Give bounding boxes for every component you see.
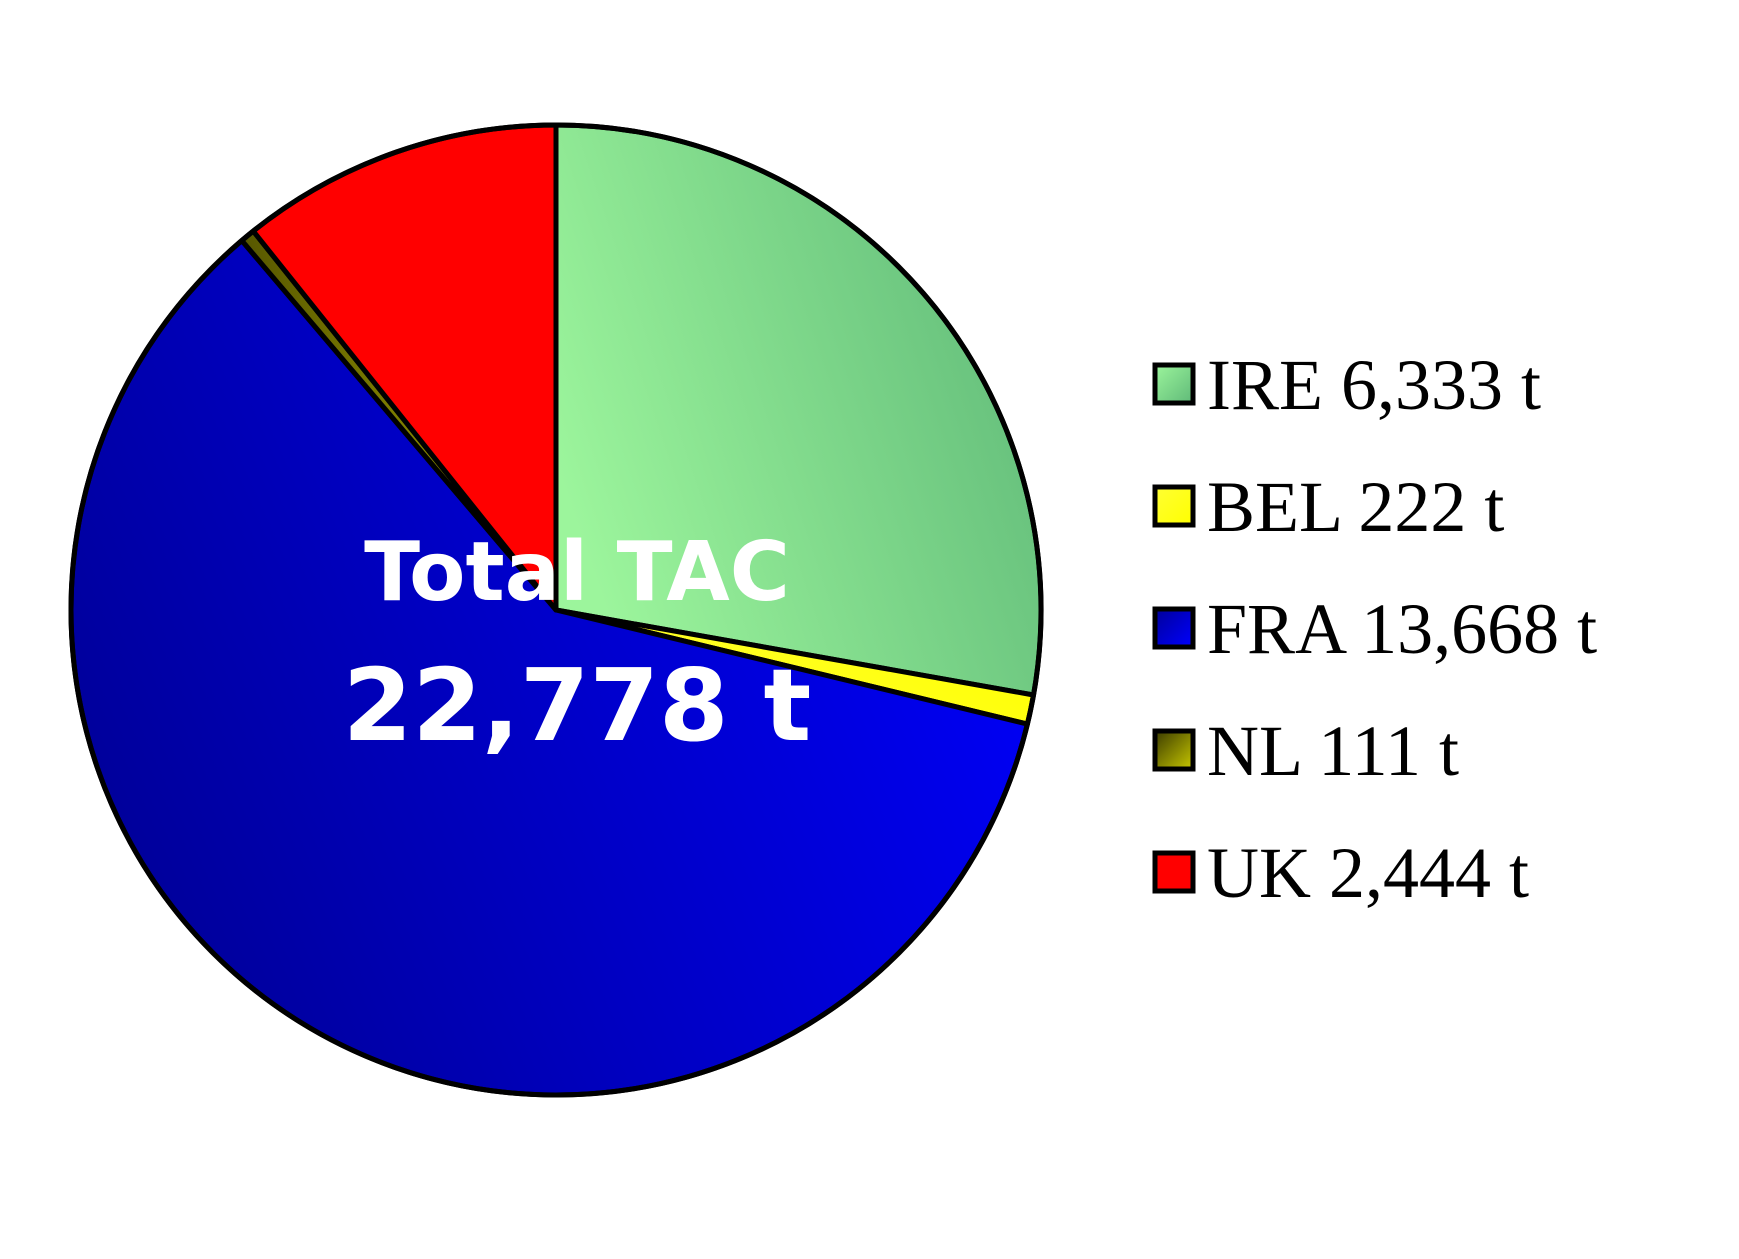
- legend-swatch-ire: [1152, 362, 1196, 406]
- legend-label-bel: BEL 222 t: [1207, 467, 1504, 547]
- pie-slices: [68, 122, 1044, 1098]
- pie-outline: [68, 122, 1044, 1098]
- legend-label-uk: UK 2,444 t: [1207, 833, 1529, 913]
- legend: IRE 6,333 t BEL 222 t FRA 13,668 t NL 111 t…: [1152, 345, 1597, 913]
- legend-swatch-uk: [1152, 850, 1196, 894]
- legend-swatch-fra: [1152, 606, 1196, 650]
- legend-label-fra: FRA 13,668 t: [1207, 589, 1597, 669]
- legend-label-ire: IRE 6,333 t: [1207, 345, 1541, 425]
- center-label-title: Total TAC: [364, 525, 790, 620]
- center-label-total: 22,778 t: [343, 647, 812, 764]
- legend-swatch-bel: [1152, 484, 1196, 528]
- legend-label-nl: NL 111 t: [1207, 711, 1459, 791]
- legend-swatch-nl: [1152, 728, 1196, 772]
